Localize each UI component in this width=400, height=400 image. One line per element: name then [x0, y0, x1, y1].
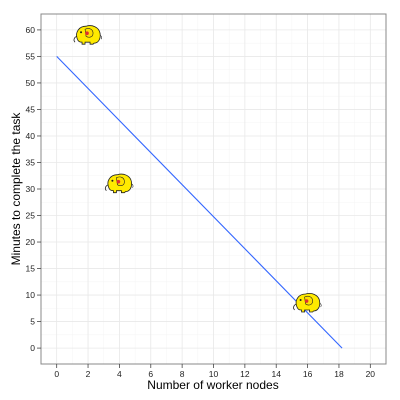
- x-axis-title: Number of worker nodes: [147, 378, 278, 392]
- x-tick-label: 14: [271, 369, 281, 379]
- regression-line: [56, 56, 343, 349]
- x-axis: 0 2 4 6 8 10 12 14 16 18 20: [54, 364, 375, 379]
- x-tick-label: 20: [366, 369, 376, 379]
- x-tick-label: 8: [180, 369, 185, 379]
- x-tick-label: 2: [86, 369, 91, 379]
- y-tick-label: 30: [26, 184, 36, 194]
- y-tick-label: 55: [26, 51, 36, 61]
- y-tick-label: 10: [26, 290, 36, 300]
- plot-panel: [40, 13, 387, 365]
- major-gridlines: [41, 14, 386, 364]
- x-tick-label: 6: [148, 369, 153, 379]
- x-tick-label: 16: [303, 369, 313, 379]
- y-tick-label: 25: [26, 211, 36, 221]
- y-tick-label: 35: [26, 157, 36, 167]
- y-axis-title: Minutes to complete the task: [9, 112, 23, 266]
- x-tick-label: 18: [334, 369, 344, 379]
- y-tick-label: 0: [30, 343, 35, 353]
- x-tick-label: 4: [117, 369, 122, 379]
- x-tick-label: 12: [240, 369, 250, 379]
- y-tick-label: 15: [26, 264, 36, 274]
- y-tick-label: 40: [26, 131, 36, 141]
- y-tick-label: 60: [26, 25, 36, 35]
- y-tick-label: 45: [26, 104, 36, 114]
- y-tick-label: 20: [26, 237, 36, 247]
- y-axis: 0 5 10 15 20 25 30 35 40 45 50 55 60: [26, 25, 41, 353]
- y-tick-label: 50: [26, 78, 36, 88]
- x-tick-label: 10: [209, 369, 219, 379]
- y-tick-label: 5: [30, 317, 35, 327]
- x-tick-label: 0: [54, 369, 59, 379]
